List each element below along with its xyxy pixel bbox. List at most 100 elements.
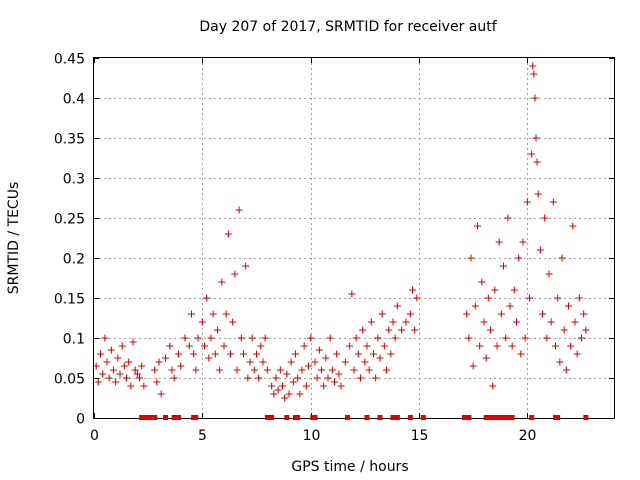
data-point: [272, 374, 280, 382]
data-point: [374, 334, 382, 342]
zero-point: [407, 415, 413, 420]
data-point: [123, 374, 130, 382]
zero-point: [394, 415, 400, 420]
zero-point: [152, 415, 158, 420]
data-point: [185, 342, 193, 350]
data-point: [287, 358, 295, 366]
y-tick-label: 0.3: [63, 172, 85, 188]
data-point: [531, 94, 539, 102]
data-point: [484, 294, 492, 302]
data-points: [92, 62, 590, 402]
data-point: [311, 358, 319, 366]
zero-point: [364, 415, 370, 420]
data-point: [532, 134, 540, 142]
data-point: [320, 382, 328, 390]
data-point: [372, 374, 380, 382]
data-point: [136, 374, 143, 382]
data-point: [209, 310, 217, 318]
data-point: [313, 374, 321, 382]
zero-point: [583, 415, 589, 420]
data-point: [471, 302, 479, 310]
y-tick-label: 0.2: [63, 252, 85, 268]
data-point: [103, 358, 111, 366]
data-point: [508, 342, 516, 350]
data-point: [112, 378, 120, 386]
x-tick-label: 10: [303, 428, 321, 444]
y-tick-label: 0.25: [54, 212, 85, 228]
data-point: [515, 254, 523, 262]
data-point: [502, 334, 510, 342]
zero-point: [269, 415, 275, 420]
data-point: [575, 294, 583, 302]
data-point: [487, 326, 494, 334]
data-point: [517, 350, 525, 358]
data-point: [235, 206, 243, 214]
data-point: [224, 230, 232, 238]
data-point: [326, 334, 334, 342]
data-point: [387, 350, 395, 358]
data-point: [259, 358, 267, 366]
x-tick-label: 5: [198, 428, 207, 444]
data-point: [474, 222, 481, 230]
data-point: [240, 350, 247, 358]
data-point: [552, 342, 559, 350]
data-point: [489, 382, 497, 390]
zero-point: [529, 415, 535, 420]
data-point: [478, 278, 486, 286]
data-point: [120, 362, 128, 370]
data-point: [231, 270, 239, 278]
data-point: [565, 302, 572, 310]
zero-point: [295, 415, 301, 420]
data-point: [341, 358, 349, 366]
data-point: [315, 346, 323, 354]
data-point: [220, 342, 228, 350]
data-point: [107, 346, 115, 354]
data-point: [281, 394, 289, 402]
data-point: [110, 366, 117, 374]
data-point: [480, 318, 488, 326]
data-point: [567, 342, 575, 350]
data-point: [263, 366, 271, 374]
zero-point: [466, 415, 472, 420]
data-point: [253, 350, 260, 358]
data-point: [127, 382, 135, 390]
data-point: [237, 334, 245, 342]
data-point: [352, 334, 360, 342]
data-point: [504, 214, 512, 222]
zero-point: [284, 415, 290, 420]
data-point: [558, 254, 566, 262]
y-tick-label: 0.05: [54, 372, 85, 388]
data-point: [391, 334, 399, 342]
data-point: [573, 350, 581, 358]
data-point: [296, 390, 304, 398]
zero-point: [488, 415, 493, 420]
zero-point: [390, 415, 396, 420]
zero-point: [176, 415, 181, 420]
data-point: [190, 350, 198, 358]
data-point: [541, 214, 549, 222]
data-point: [279, 382, 286, 390]
data-point: [324, 374, 332, 382]
data-point: [322, 354, 330, 362]
data-point: [218, 278, 226, 286]
data-point: [545, 270, 553, 278]
data-point: [166, 342, 174, 350]
data-point: [350, 366, 358, 374]
y-tick-label: 0.1: [63, 332, 85, 348]
data-point: [328, 366, 336, 374]
data-point: [571, 318, 579, 326]
data-point: [246, 358, 254, 366]
data-point: [580, 310, 588, 318]
data-point: [333, 350, 341, 358]
data-point: [354, 350, 362, 358]
data-point: [578, 334, 585, 342]
axis-ticks: [94, 58, 614, 419]
data-point: [367, 318, 375, 326]
data-point: [305, 362, 312, 370]
zero-point: [193, 415, 199, 420]
data-point: [257, 342, 265, 350]
data-point: [409, 286, 416, 294]
data-point: [500, 262, 507, 270]
data-point: [125, 358, 133, 366]
